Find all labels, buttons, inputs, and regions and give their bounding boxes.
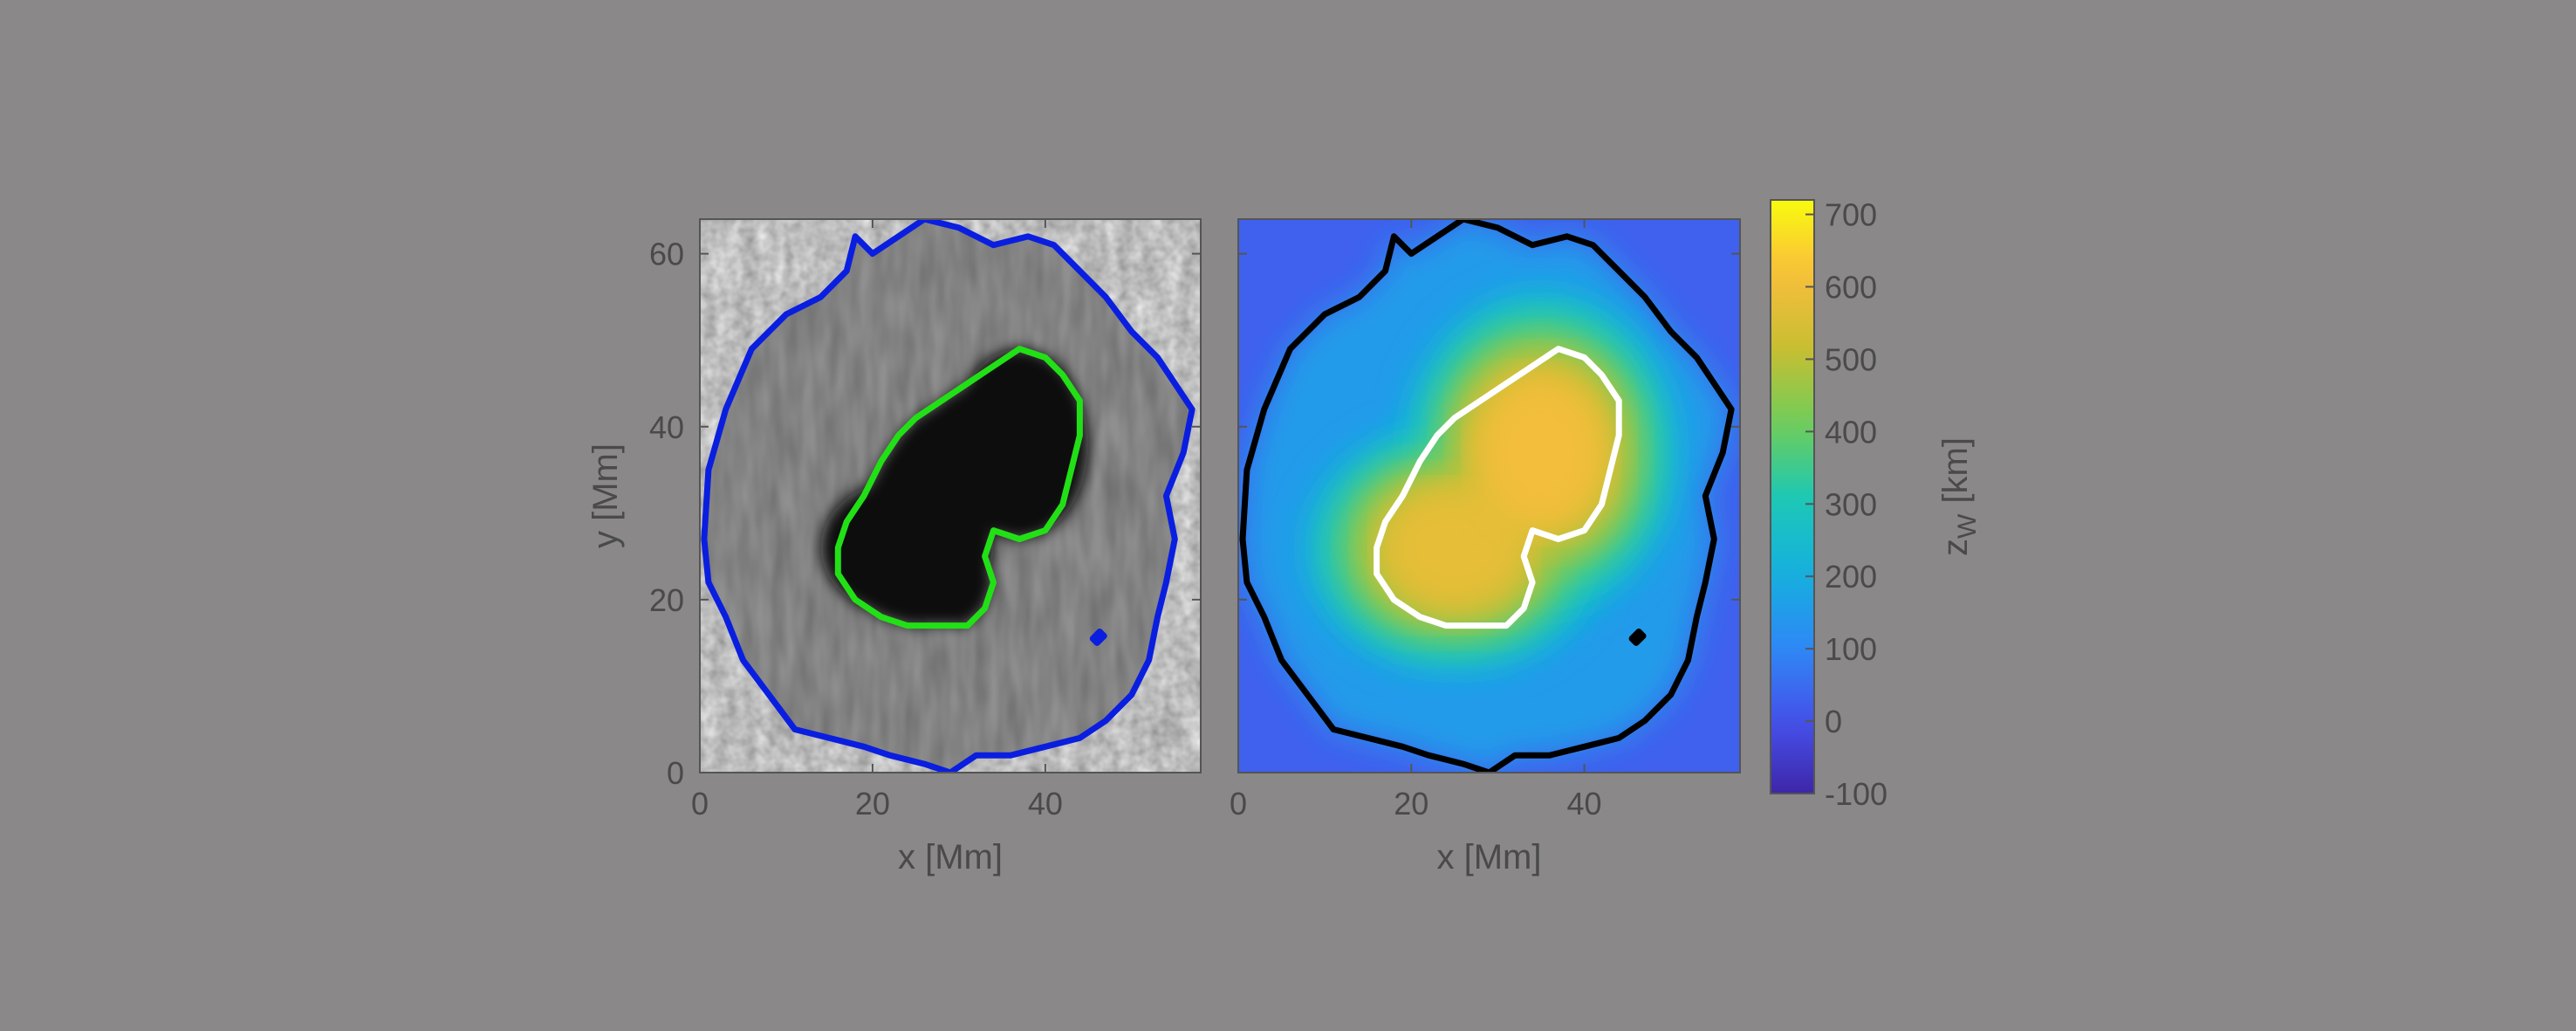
x-tick-label: 40 — [1028, 786, 1063, 821]
colorbar-label-subscript: W — [1953, 513, 1982, 539]
colorbar-tick-label: 0 — [1825, 704, 1842, 739]
colorbar-label-symbol: z — [1936, 539, 1975, 556]
wilson-depression-panel: 0 20 40 x [Mm] — [1230, 218, 1741, 876]
colorbar-tick-label: 400 — [1825, 414, 1877, 450]
colorbar-label: zW [km] — [1936, 437, 1982, 556]
x-tick-label: 20 — [1394, 786, 1428, 821]
depression-axes-frame — [1237, 218, 1741, 773]
umbra-lobe — [820, 478, 994, 617]
intensity-x-ticks: 0 20 40 — [691, 219, 1063, 821]
colorbar-bar — [1770, 199, 1815, 794]
x-tick-label: 0 — [691, 786, 709, 821]
depression-y-ticks — [1238, 252, 1740, 773]
contour-line — [1628, 629, 1647, 646]
umbra-region — [820, 348, 1089, 626]
y-tick-label: 40 — [649, 409, 684, 445]
colorbar-tick-label: 300 — [1825, 486, 1877, 522]
field-level — [1474, 374, 1608, 532]
depression-x-axis-label: x [Mm] — [1437, 838, 1542, 876]
contour-line — [834, 346, 1083, 629]
depression-x-ticks: 0 20 40 — [1230, 219, 1602, 821]
x-tick-label: 0 — [1230, 786, 1247, 821]
intensity-y-axis-label: y [Mm] — [586, 443, 625, 548]
contour-line — [1239, 219, 1735, 773]
contour-line — [1089, 629, 1107, 646]
intensity-contours — [701, 219, 1196, 773]
x-tick-label: 40 — [1567, 786, 1602, 821]
contour-line — [1374, 346, 1622, 629]
intensity-y-ticks: 0 20 40 60 — [649, 237, 1201, 791]
y-tick-label: 0 — [667, 755, 684, 791]
colorbar-tick-label: 200 — [1825, 559, 1877, 595]
intensity-axes-frame — [699, 218, 1202, 773]
colorbar-tick-label: 100 — [1825, 631, 1877, 667]
colorbar-tick-label: 600 — [1825, 270, 1877, 306]
colorbar-tick-label: 700 — [1825, 197, 1877, 233]
intensity-x-axis-label: x [Mm] — [898, 838, 1003, 876]
colorbar: 700 600 500 400 300 200 100 0 -100 zW [km] — [1770, 197, 1982, 812]
colorbar-label-unit: [km] — [1936, 437, 1975, 504]
umbra-lobe — [950, 348, 1089, 540]
x-tick-label: 20 — [855, 786, 890, 821]
depression-contours — [1239, 219, 1735, 773]
y-tick-label: 60 — [649, 237, 684, 272]
field-level — [1381, 487, 1528, 608]
colorbar-tick-label: 500 — [1825, 341, 1877, 377]
colorbar-tick-label: -100 — [1825, 776, 1887, 812]
contour-line — [701, 219, 1196, 773]
colorbar-ticks: 700 600 500 400 300 200 100 0 -100 — [1805, 197, 1887, 812]
y-tick-label: 20 — [649, 582, 684, 618]
intensity-panel: 0 20 40 0 20 40 60 x [Mm] y [Mm] — [586, 218, 1202, 876]
